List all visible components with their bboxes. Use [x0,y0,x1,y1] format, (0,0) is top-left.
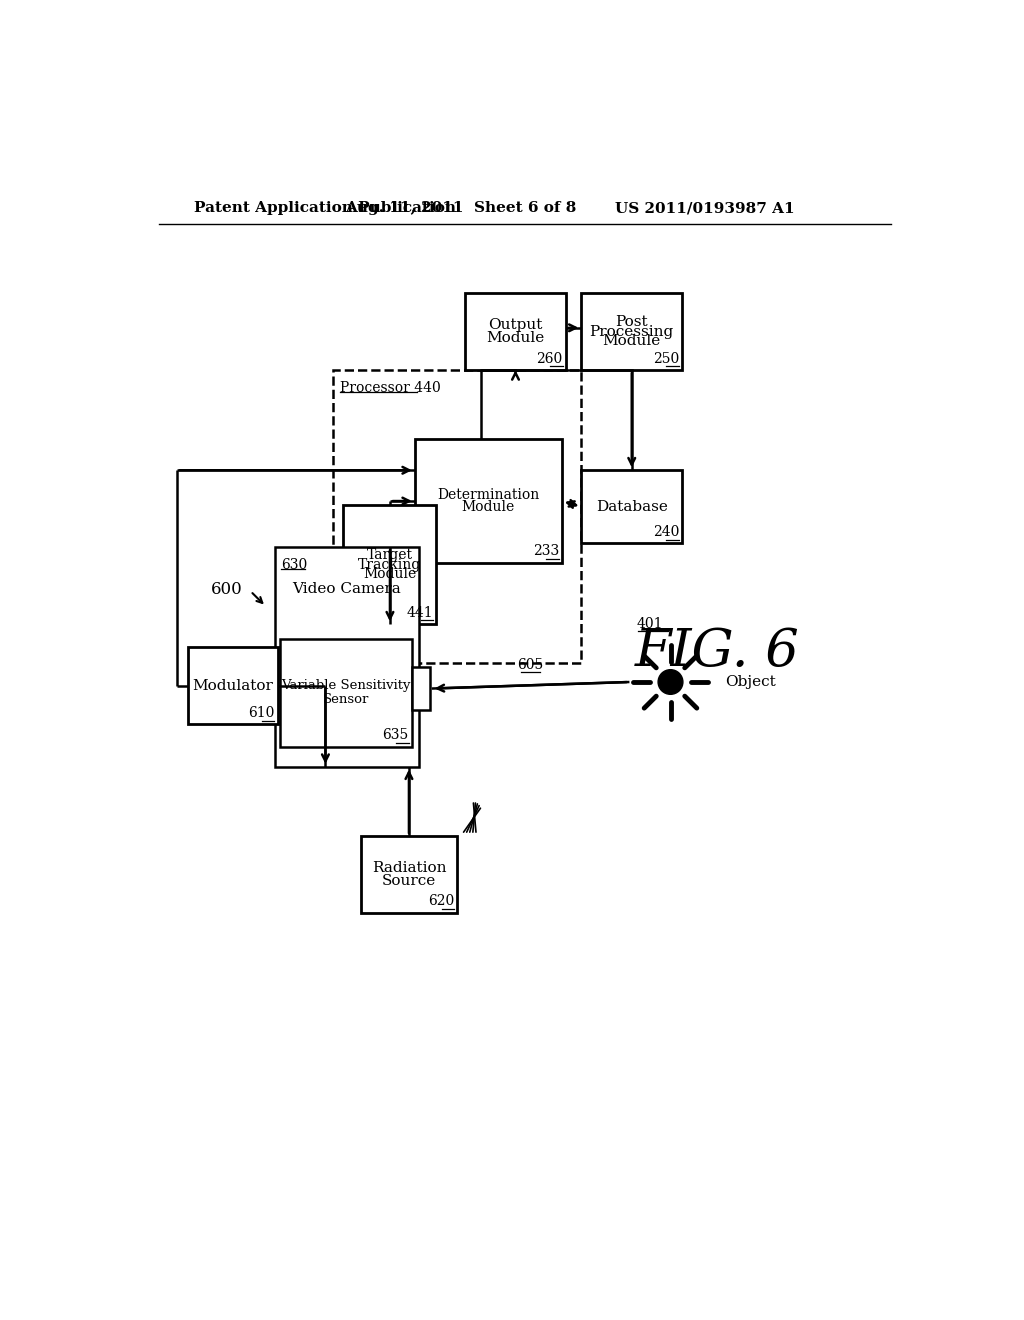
Text: 250: 250 [652,351,679,366]
Text: 401: 401 [636,618,663,631]
Text: Modulator: Modulator [193,678,273,693]
Bar [334,370,582,663]
Bar [343,504,436,624]
Text: Object: Object [725,675,775,689]
Text: Module: Module [486,331,545,345]
Text: Tracking: Tracking [358,557,422,572]
Text: FIG. 6: FIG. 6 [635,626,800,677]
Text: Radiation: Radiation [372,862,446,875]
Bar [280,639,412,747]
Text: Module: Module [603,334,660,348]
Text: 635: 635 [382,729,409,742]
Text: 233: 233 [532,544,559,558]
Bar [582,293,682,370]
Text: Patent Application Publication: Patent Application Publication [194,202,456,215]
Text: Source: Source [382,874,436,887]
Text: Module: Module [364,566,417,581]
Bar [188,647,278,725]
Text: 605: 605 [517,659,544,672]
Text: 630: 630 [282,558,307,572]
Text: Module: Module [462,500,515,515]
Text: Processor 440: Processor 440 [340,381,440,395]
Bar [415,440,562,562]
Text: Output: Output [488,318,543,333]
Text: US 2011/0193987 A1: US 2011/0193987 A1 [614,202,795,215]
Bar [412,668,430,710]
Bar [465,293,566,370]
Bar [275,548,419,767]
Text: Determination: Determination [437,488,540,502]
Text: Video Camera: Video Camera [293,582,401,595]
Text: Aug. 11, 2011  Sheet 6 of 8: Aug. 11, 2011 Sheet 6 of 8 [345,202,577,215]
Text: Sensor: Sensor [323,693,369,706]
Text: 260: 260 [537,351,563,366]
Text: 240: 240 [652,525,679,539]
Text: Variable Sensitivity: Variable Sensitivity [281,680,411,693]
Text: Processing: Processing [590,325,674,339]
Bar [360,836,458,913]
Text: Post: Post [615,315,648,330]
Text: 620: 620 [428,895,455,908]
Circle shape [658,669,683,694]
Text: 600: 600 [211,581,243,598]
Bar [582,470,682,544]
Text: 610: 610 [248,706,274,719]
Text: Target: Target [367,548,413,562]
Text: 441: 441 [407,606,433,619]
Text: Database: Database [596,500,668,513]
